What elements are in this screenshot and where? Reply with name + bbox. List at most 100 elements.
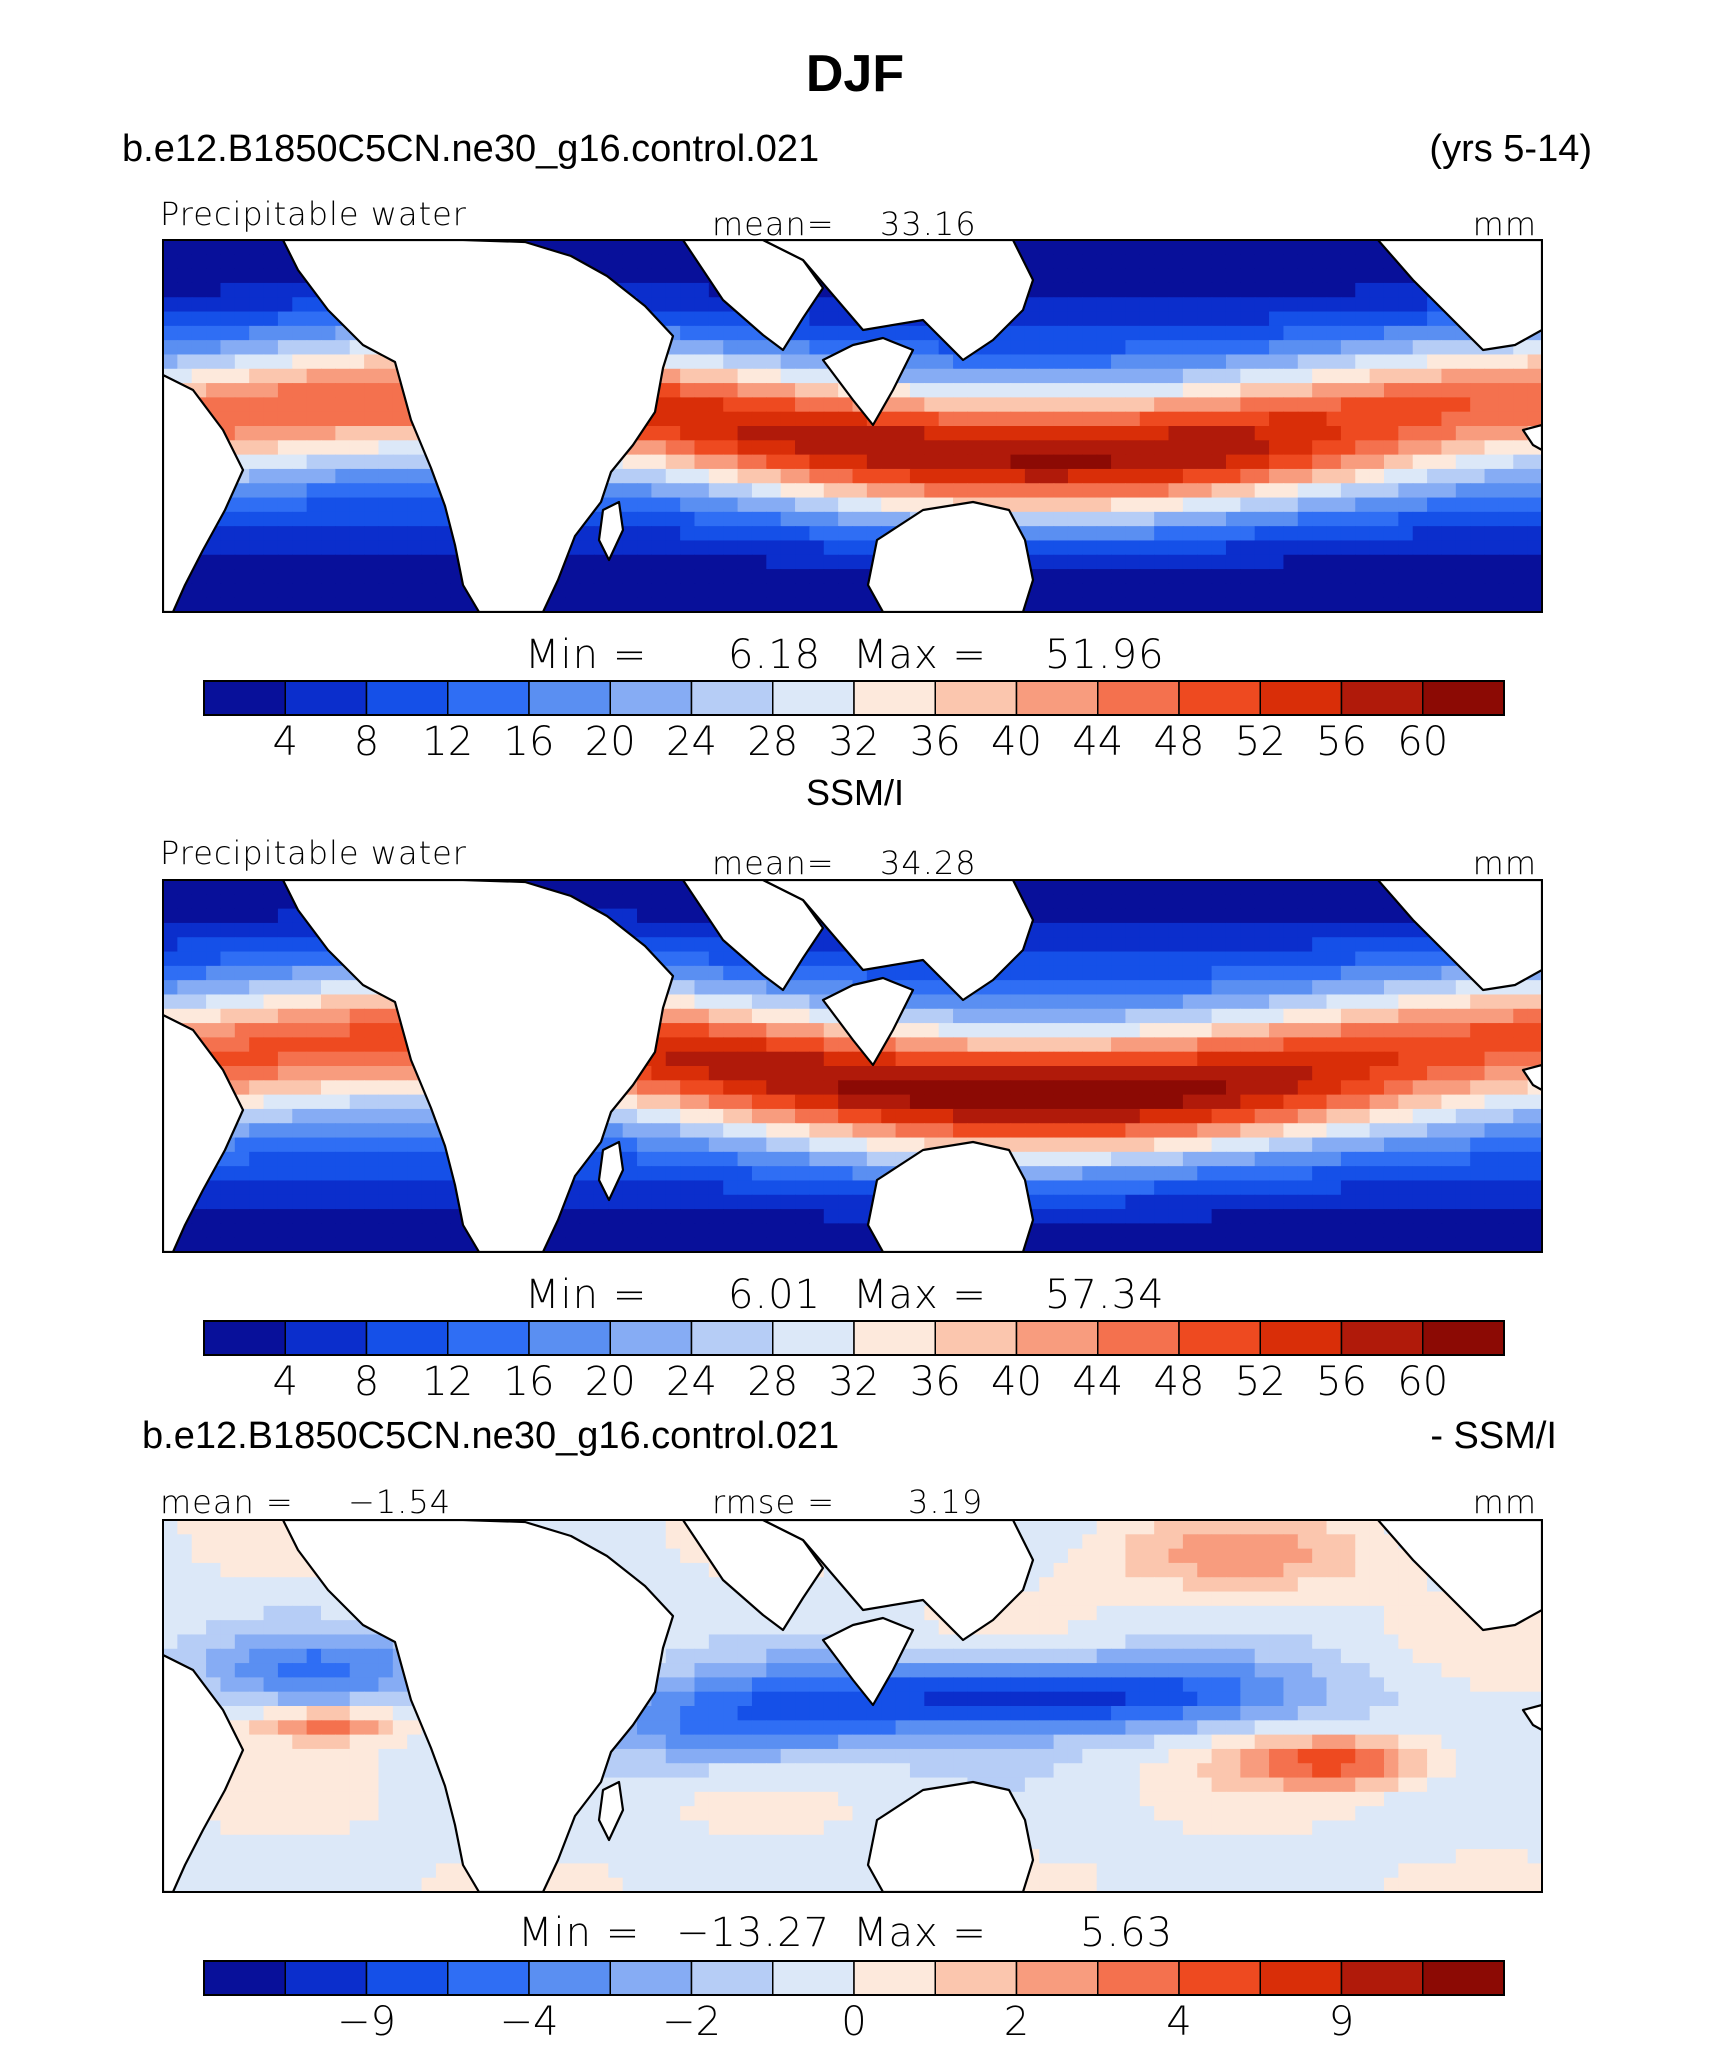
- land-southAmerica: [163, 1653, 245, 1892]
- colorbar-tick-label: 20: [585, 1359, 636, 1405]
- land-madagascar: [597, 1140, 625, 1202]
- colorbar-box: [690, 680, 774, 716]
- land-madagascar: [597, 1780, 625, 1842]
- colorbar-box: [365, 680, 449, 716]
- colorbar-tick-label: −2: [662, 1999, 721, 2045]
- map-frame: [162, 1519, 1543, 1893]
- panel1-min-label: Min =: [525, 632, 648, 678]
- years-label: (yrs 5-14): [1429, 128, 1592, 170]
- colorbar-box: [447, 680, 530, 716]
- colorbar-box: [1340, 680, 1424, 716]
- colorbar-box: [284, 680, 368, 716]
- colorbar-tick-label: 40: [991, 1359, 1042, 1405]
- panel2-colorbar: 4 8 12 16 20 24 28 32 36 40 44 48 52 56 60: [203, 1320, 1505, 1405]
- colorbar-box: [203, 680, 286, 716]
- main-title: DJF: [805, 45, 905, 103]
- colorbar-box: [365, 1960, 449, 1996]
- panel1-units: mm: [1472, 205, 1537, 243]
- land-southAmerica: [163, 373, 245, 612]
- colorbar-box: [447, 1320, 530, 1356]
- colorbar-tick-label: 56: [1316, 1359, 1367, 1405]
- colorbar-tick-label: 2: [1004, 1999, 1029, 2045]
- panel2-min-value: 6.01: [728, 1272, 822, 1318]
- land-india: [821, 976, 915, 1067]
- colorbar-box: [772, 1960, 855, 1996]
- colorbar-box: [528, 1960, 611, 1996]
- colorbar-tick-label: 8: [354, 719, 379, 765]
- colorbar-tick-label: 48: [1154, 1359, 1205, 1405]
- land-centralAm: [1521, 1063, 1542, 1092]
- land-africa: [281, 240, 675, 612]
- panel2-units: mm: [1472, 844, 1537, 882]
- panel3-min-value: −13.27: [676, 1910, 831, 1956]
- colorbar-frame: [203, 680, 1505, 716]
- land-india: [821, 1616, 915, 1707]
- colorbar-box: [1015, 1320, 1099, 1356]
- colorbar-tick-label: 56: [1316, 719, 1367, 765]
- colorbar-box: [609, 1320, 693, 1356]
- land-northAmerica: [1376, 1520, 1542, 1632]
- model-name: b.e12.B1850C5CN.ne30_g16.control.021: [122, 128, 820, 170]
- map-frame: [162, 879, 1543, 1253]
- land-africa: [281, 1520, 675, 1892]
- colorbar-tick-label: 12: [422, 719, 473, 765]
- colorbar-box: [1340, 1960, 1424, 1996]
- colorbar-box: [1259, 680, 1343, 716]
- land-asia: [761, 1520, 1035, 1642]
- colorbar-box: [934, 1960, 1018, 1996]
- land-australia: [866, 1780, 1035, 1892]
- colorbar-tick-label: 4: [1166, 1999, 1191, 2045]
- colorbar-tick-label: 0: [841, 1999, 866, 2045]
- colorbar-tick-label: 44: [1072, 1359, 1123, 1405]
- colorbar-box: [284, 1960, 368, 1996]
- land-madagascar: [597, 500, 625, 562]
- colorbar-box: [1422, 680, 1505, 716]
- panel2-field-label: Precipitable water: [160, 834, 467, 872]
- panel2-max-value: 57.34: [1045, 1272, 1165, 1318]
- colorbar-box: [609, 680, 693, 716]
- panel1-map: [162, 239, 1543, 613]
- colorbar-box: [1422, 1320, 1505, 1356]
- panel1-mean-value: 33.16: [880, 205, 977, 243]
- colorbar-tick-label: 40: [991, 719, 1042, 765]
- land-centralAm: [1521, 423, 1542, 452]
- colorbar-box: [1097, 1320, 1180, 1356]
- panel1-mean-label: mean=: [712, 205, 835, 243]
- land-southAmerica: [163, 1013, 245, 1252]
- colorbar-tick-label: 48: [1154, 719, 1205, 765]
- panel1-max-label: Max =: [853, 632, 987, 678]
- colorbar-box: [1178, 680, 1261, 716]
- colorbar-box: [1097, 680, 1180, 716]
- colorbar-tick-label: 16: [504, 719, 555, 765]
- colorbar-box: [1178, 1320, 1261, 1356]
- colorbar-tick-label: 28: [747, 1359, 798, 1405]
- colorbar-tick-label: 32: [829, 1359, 880, 1405]
- colorbar-tick-label: 16: [504, 1359, 555, 1405]
- colorbar-tick-label: 52: [1235, 1359, 1286, 1405]
- colorbar-tick-label: −9: [337, 1999, 396, 2045]
- colorbar-box: [203, 1960, 286, 1996]
- colorbar-box: [609, 1960, 693, 1996]
- colorbar-box: [690, 1320, 774, 1356]
- colorbar-box: [934, 1320, 1018, 1356]
- colorbar-tick-label: 60: [1397, 719, 1448, 765]
- land-australia: [866, 1140, 1035, 1252]
- land-asia: [761, 240, 1035, 362]
- panel1-field-label: Precipitable water: [160, 195, 467, 233]
- colorbar-box: [528, 680, 611, 716]
- colorbar-tick-label: 12: [422, 1359, 473, 1405]
- colorbar-tick-label: 24: [666, 719, 717, 765]
- panel3-title-right: - SSM/I: [1430, 1415, 1557, 1457]
- colorbar-box: [853, 1960, 936, 1996]
- colorbar-box: [1015, 680, 1099, 716]
- panel3-title-left: b.e12.B1850C5CN.ne30_g16.control.021: [142, 1415, 840, 1457]
- colorbar-box: [934, 680, 1018, 716]
- colorbar-box: [365, 1320, 449, 1356]
- colorbar-tick-label: 9: [1329, 1999, 1354, 2045]
- colorbar-tick-label: 24: [666, 1359, 717, 1405]
- land-australia: [866, 500, 1035, 612]
- colorbar-tick-label: 36: [910, 1359, 961, 1405]
- colorbar-box: [1015, 1960, 1099, 1996]
- land-centralAm: [1521, 1703, 1542, 1732]
